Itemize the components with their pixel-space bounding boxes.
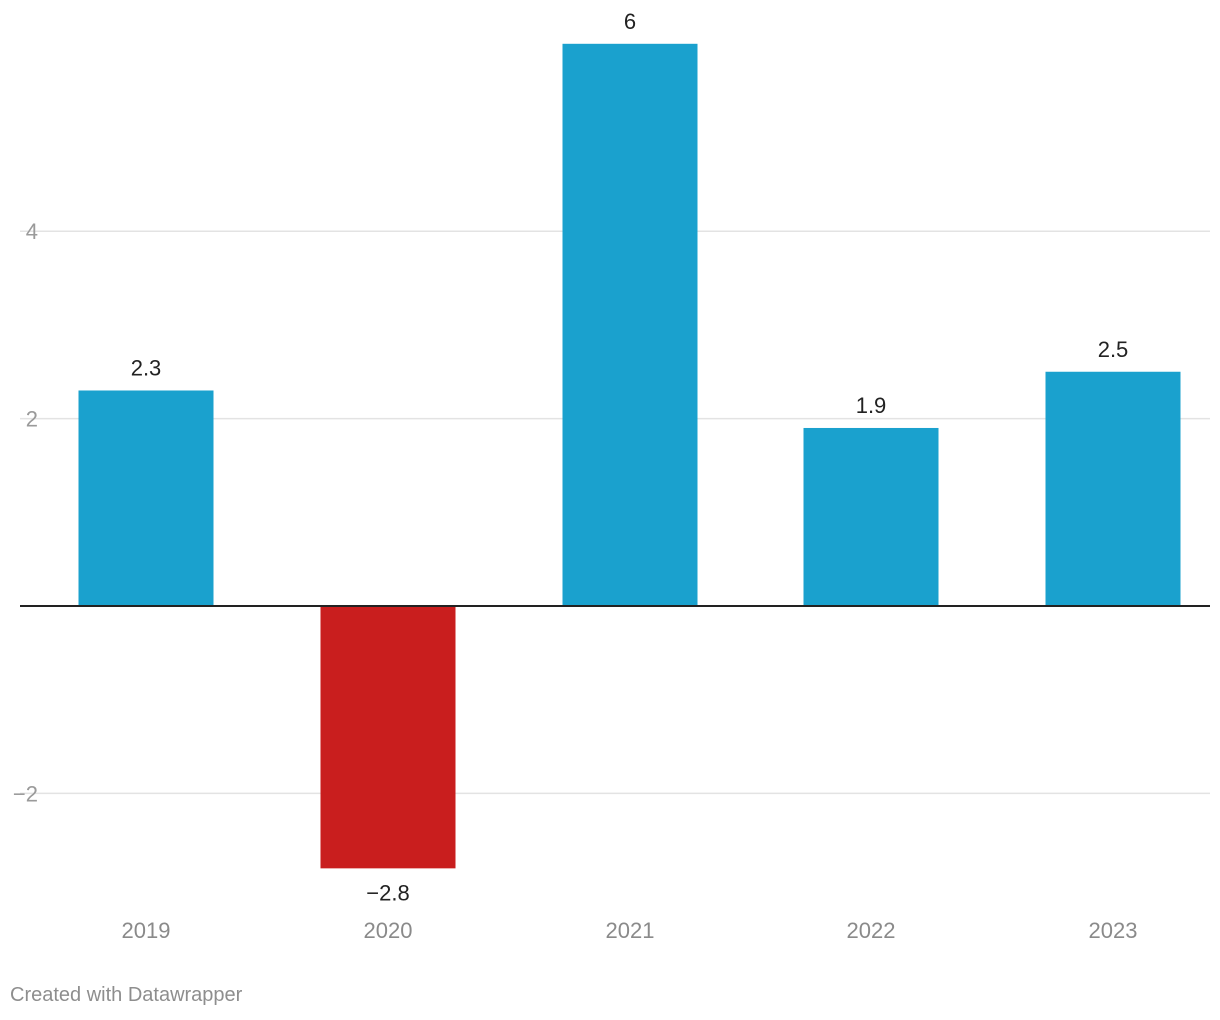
credit-footer: Created with Datawrapper — [10, 984, 243, 1006]
data-labels: 2.3 −2.8 6 1.9 2.5 — [131, 9, 1129, 906]
y-tick-label: 2 — [26, 407, 38, 432]
bar-2022 — [803, 427, 939, 606]
data-label: 6 — [624, 9, 636, 34]
x-tick-label: 2021 — [606, 918, 655, 943]
data-label: 2.3 — [131, 355, 162, 380]
bar-2020 — [320, 606, 456, 869]
x-tick-label: 2023 — [1089, 918, 1138, 943]
data-label: 2.5 — [1098, 337, 1129, 362]
data-label: −2.8 — [366, 880, 409, 905]
x-tick-label: 2020 — [364, 918, 413, 943]
y-tick-label: 4 — [26, 219, 38, 244]
bar-chart: −2 2 4 2.3 −2.8 6 1.9 2.5 2019 2020 2021 2022 2023 — [13, 9, 1210, 943]
y-tick-label: −2 — [13, 781, 38, 806]
bar-2023 — [1045, 371, 1181, 606]
x-axis: 2019 2020 2021 2022 2023 — [20, 605, 1210, 943]
bar-2019 — [78, 390, 214, 606]
x-tick-label: 2019 — [122, 918, 171, 943]
data-label: 1.9 — [856, 393, 887, 418]
bar-2021 — [562, 43, 698, 607]
x-tick-label: 2022 — [847, 918, 896, 943]
bars — [78, 43, 1181, 869]
